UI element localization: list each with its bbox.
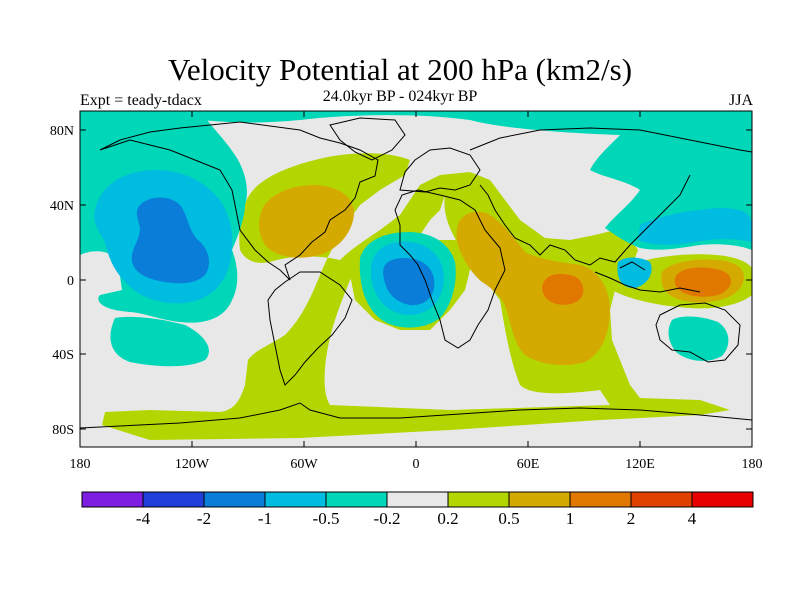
lon-label-180w: 180 <box>70 457 91 472</box>
colorbar-swatch <box>142 491 205 508</box>
cyan-e-asia <box>638 208 752 245</box>
lat-axis <box>80 129 752 430</box>
teal-australia <box>668 316 729 361</box>
lon-labels: 180 120W 60W 0 60E 120E 180 <box>70 457 763 472</box>
lon-label-180e: 180 <box>742 457 763 472</box>
colorbar-label: -4 <box>136 509 151 528</box>
colorbar <box>81 491 754 508</box>
colorbar-label: 0.2 <box>437 509 458 528</box>
gold-indian-ocean <box>456 211 610 366</box>
colorbar-label: -1 <box>258 509 272 528</box>
coast-indonesia <box>594 261 701 293</box>
orange-w-pacific-core <box>674 267 731 297</box>
lat-label-40s: 40S <box>52 348 74 363</box>
colorbar-swatch <box>386 491 449 508</box>
colorbar-label: 4 <box>688 509 697 528</box>
coastlines <box>80 117 752 429</box>
lat-labels: 80N 40N 0 40S 80S <box>50 124 74 438</box>
blue-s-atlantic-core <box>383 257 435 306</box>
colorbar-swatch <box>691 491 754 508</box>
colorbar-label: 0.5 <box>498 509 519 528</box>
lon-label-60e: 60E <box>517 457 540 472</box>
season-label: JJA <box>728 92 753 109</box>
lat-label-40n: 40N <box>50 199 74 214</box>
colorbar-swatch <box>264 491 327 508</box>
coast-south-america <box>267 271 353 386</box>
coast-europe <box>399 147 481 193</box>
coast-africa <box>394 189 506 349</box>
orange-indian-core <box>542 273 584 305</box>
lat-label-80s: 80S <box>52 423 74 438</box>
contour-layer <box>80 111 752 440</box>
teal-s-pacific <box>110 316 209 367</box>
lat-label-0: 0 <box>67 274 74 289</box>
coast-north-america <box>99 121 379 281</box>
map-title: Velocity Potential at 200 hPa (km2/s) <box>167 52 633 87</box>
colorbar-swatch <box>325 491 388 508</box>
lat-label-80n: 80N <box>50 124 74 139</box>
teal-arctic <box>80 111 752 135</box>
lon-label-60w: 60W <box>290 457 318 472</box>
colorbar-swatch <box>447 491 510 508</box>
experiment-label: Expt = teady-tdacx <box>80 92 202 109</box>
lon-label-0: 0 <box>413 457 420 472</box>
coast-antarctica <box>80 402 752 429</box>
colorbar-label: 2 <box>627 509 636 528</box>
coast-greenland <box>329 117 406 161</box>
lon-axis <box>191 111 641 447</box>
gold-atlantic <box>259 185 355 258</box>
colorbar-swatch <box>81 491 144 508</box>
colorbar-label: -2 <box>197 509 211 528</box>
colorbar-swatch <box>508 491 571 508</box>
colorbar-labels: -4 -2 -1 -0.5 -0.2 0.2 0.5 1 2 4 <box>136 509 697 528</box>
colorbar-label: 1 <box>566 509 575 528</box>
lon-label-120w: 120W <box>175 457 210 472</box>
colorbar-swatch <box>630 491 693 508</box>
period-label: 24.0kyr BP - 024kyr BP <box>322 88 478 105</box>
colorbar-swatch <box>203 491 266 508</box>
blue-n-pacific-core <box>131 197 210 284</box>
colorbar-label: -0.2 <box>374 509 401 528</box>
colorbar-swatch <box>569 491 632 508</box>
lon-label-120e: 120E <box>625 457 655 472</box>
coast-asia <box>469 127 752 266</box>
colorbar-label: -0.5 <box>313 509 340 528</box>
coast-australia <box>655 302 741 363</box>
